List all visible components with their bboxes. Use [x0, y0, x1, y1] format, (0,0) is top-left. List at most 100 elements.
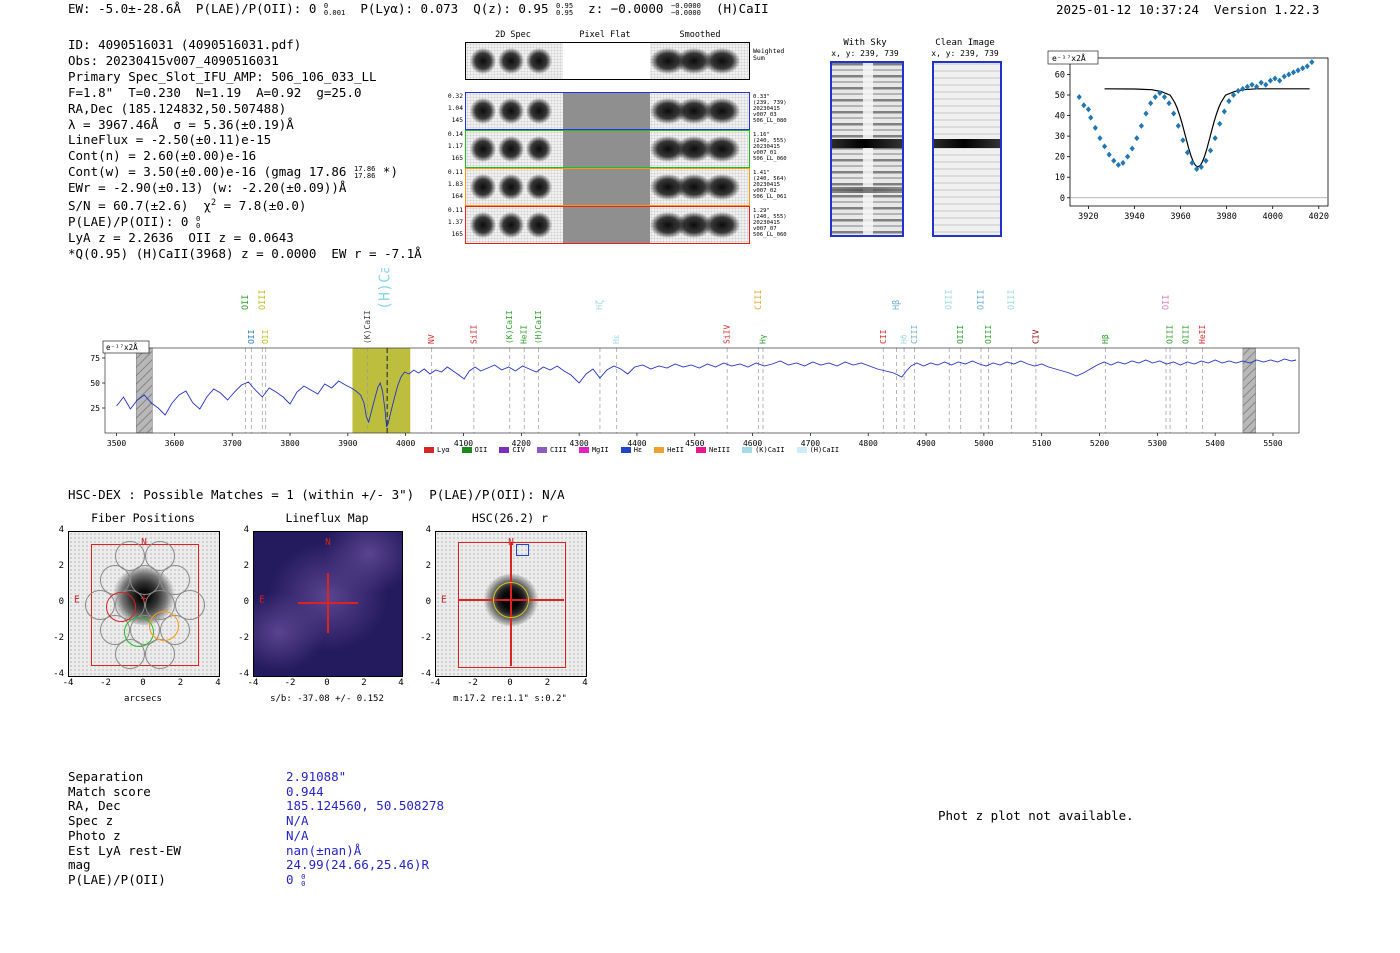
legend-label: MgII	[591, 446, 609, 454]
smoothed-strip	[650, 43, 749, 79]
data-point	[1217, 120, 1223, 127]
data-point	[1226, 98, 1232, 105]
data-point	[1092, 124, 1098, 131]
emission-blob	[704, 174, 740, 200]
masked-band	[1242, 347, 1256, 434]
stack-part: 17.86	[353, 163, 376, 173]
line-marker-label: CIII	[754, 290, 764, 310]
line-marker-label: (K)CaII	[505, 310, 514, 344]
crosshair-vertical	[327, 573, 329, 633]
emission-blob	[526, 174, 552, 200]
line-marker-label: CII	[879, 329, 888, 344]
data-point	[1143, 110, 1149, 117]
fiber-circle	[115, 541, 145, 571]
legend-item: NeIII	[695, 446, 730, 454]
smoothed-strip	[650, 169, 749, 205]
data-point	[1253, 83, 1260, 90]
legend-swatch	[654, 447, 665, 453]
detection-info-block: ID: 4090516031 (4090516031.pdf) Obs: 2023…	[68, 37, 422, 262]
emission-blob	[526, 136, 552, 162]
info-line: Primary Spec_Slot_IFU_AMP: 506_106_033_L…	[68, 68, 377, 84]
data-point	[1263, 81, 1269, 88]
match-label: P(LAE)/P(OII)	[68, 872, 166, 888]
line-marker-label: Hε	[612, 334, 621, 344]
twod-row	[465, 168, 750, 206]
axis-tick-label: -4	[53, 669, 64, 679]
data-point	[1175, 122, 1181, 129]
units-label: e⁻¹⁷x2Å	[106, 343, 138, 352]
spec2d-strip	[466, 43, 563, 79]
fiber-circle	[145, 541, 175, 571]
center-marker: +	[140, 591, 148, 606]
axis-tick-label: -4	[62, 678, 74, 688]
data-point	[1085, 106, 1092, 113]
row-annotation: 1.41" (240, 564) 20230415 v007_02 506_LL_061	[753, 170, 787, 200]
x-tick-label: 3980	[1216, 212, 1236, 222]
match-value: 0.944	[286, 783, 324, 799]
row-scale-label: 1.83	[447, 181, 463, 188]
line-marker-label: Hβ	[892, 300, 902, 310]
legend-swatch	[499, 447, 510, 453]
x-tick-label: 4900	[916, 439, 935, 448]
legend-label: CIII	[549, 446, 567, 454]
row-annotation-line: 506_LL_080	[753, 118, 787, 125]
spec2d-strip	[466, 131, 563, 167]
data-point	[1129, 145, 1135, 152]
line-marker-label: Hδ	[900, 334, 909, 344]
legend-label: (H)CaII	[809, 446, 840, 454]
spectrum-legend: Lyα OII CIV CIII MgII Hε HeII NeIII (K)CaII (H)Ca…	[424, 446, 839, 454]
line-marker-label: OIII	[945, 290, 955, 310]
emission-blob	[704, 212, 740, 238]
legend-item: CIV	[499, 446, 525, 454]
info-line: Cont(w) = 3.50(±0.00)e-16 (gmag 17.86 17…	[68, 163, 398, 181]
emission-blob	[470, 98, 496, 124]
header-datetime-version: 2025-01-12 10:37:24 Version 1.22.3	[1056, 2, 1320, 17]
weighted-sum-line: Sum	[753, 54, 765, 62]
info-line: LyA z = 2.2636 OII z = 0.0643	[68, 230, 294, 246]
x-tick-label: 4600	[743, 439, 762, 448]
stack-part: 0.95	[556, 0, 574, 10]
units-box	[102, 340, 150, 354]
data-point	[1272, 75, 1278, 82]
emission-blob	[526, 212, 552, 238]
line-marker-label: OII	[241, 295, 251, 310]
data-point	[1076, 94, 1082, 101]
x-tick-label: 3940	[1124, 212, 1144, 222]
legend-label: (K)CaII	[755, 446, 785, 454]
stacked-value: 17.86 17.86	[353, 163, 376, 181]
row-annotation-line: 506_LL_060	[753, 232, 787, 239]
spectrum-line	[116, 358, 1297, 428]
row-scale-label: 0.11	[447, 207, 463, 214]
data-point	[1203, 157, 1209, 164]
data-point	[1290, 69, 1297, 76]
row-scale-label: 1.04	[447, 105, 463, 112]
row-annotation-line: 506_LL_060	[753, 156, 787, 163]
axis-tick-label: 0	[425, 597, 431, 607]
data-point	[1207, 147, 1214, 154]
x-tick-label: 5500	[1263, 439, 1282, 448]
x-tick-label: 4020	[1309, 212, 1329, 222]
match-row: RA, Dec 185.124560, 50.508278	[68, 799, 444, 814]
axis-tick-label: -2	[53, 633, 64, 643]
twod-row	[465, 206, 750, 244]
lineflux-map-cutout: N E	[253, 531, 403, 677]
match-value: N/A	[286, 827, 309, 843]
legend-swatch	[695, 447, 706, 453]
legend-item: HeII	[654, 446, 684, 454]
data-point	[1101, 143, 1108, 150]
axis-tick-label: 2	[361, 678, 367, 688]
data-point	[1235, 87, 1241, 94]
y-tick-label: 50	[1055, 91, 1065, 101]
data-point	[1184, 149, 1191, 156]
emission-blob	[498, 212, 524, 238]
row-scale-label: 1.17	[447, 143, 463, 150]
data-point	[1295, 67, 1301, 74]
match-value: 185.124560, 50.508278	[286, 798, 445, 814]
stack-part: 17.86	[353, 171, 376, 181]
full-spectrum-plot: OII OII OII OIII (K)CaII (H)CaII NV SiII (K)CaII…	[90, 268, 1300, 448]
fiber-cutout-title: Fiber Positions	[91, 511, 195, 525]
match-row: mag 24.99(24.66,25.46)R	[68, 857, 444, 873]
y-tick-label: 0	[1060, 194, 1065, 204]
stack-part: 0	[301, 879, 306, 889]
